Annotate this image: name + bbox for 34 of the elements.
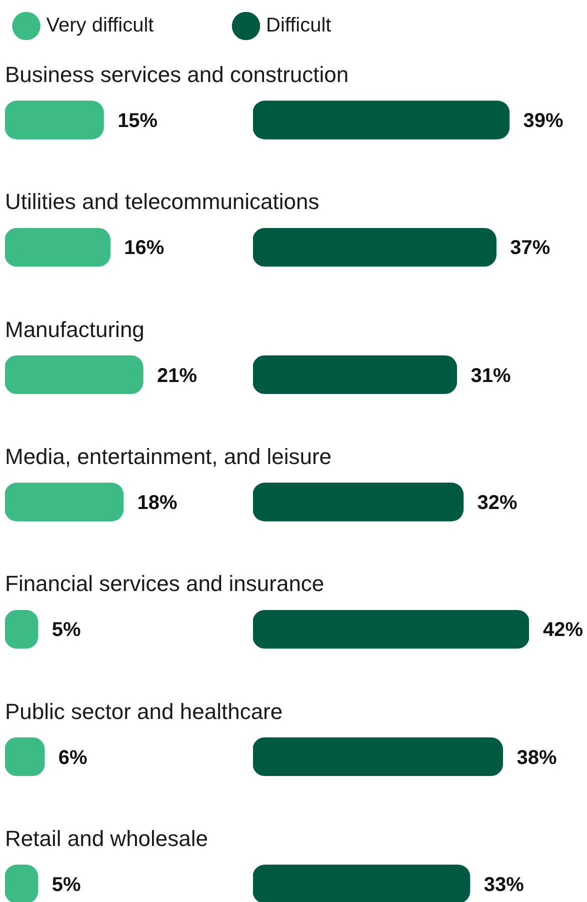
data-label: 39% <box>523 109 564 133</box>
legend-label: Difficult <box>266 14 332 37</box>
bar <box>5 355 144 394</box>
data-label: 15% <box>118 109 158 133</box>
bar <box>253 100 510 140</box>
data-label: 5% <box>52 873 81 897</box>
bar <box>253 355 458 394</box>
y-tick-label: Media, entertainment, and leisure <box>5 444 332 470</box>
y-tick-label: Business services and construction <box>5 62 349 88</box>
bar <box>5 100 104 140</box>
bar <box>5 228 110 267</box>
data-label: 6% <box>58 746 88 770</box>
data-label: 37% <box>510 236 550 260</box>
data-label: 18% <box>137 491 178 515</box>
bar <box>5 482 124 522</box>
data-label: 5% <box>52 618 81 642</box>
bar <box>253 610 529 649</box>
data-label: 42% <box>543 618 584 642</box>
y-tick-label: Public sector and healthcare <box>5 698 283 725</box>
data-label: 16% <box>124 236 164 260</box>
data-label: 21% <box>157 364 198 388</box>
bar <box>253 737 504 776</box>
data-label: 38% <box>516 746 557 770</box>
y-tick-label: Manufacturing <box>5 316 144 343</box>
bar <box>253 228 496 267</box>
y-tick-label: Financial services and insurance <box>5 571 324 598</box>
data-label: 32% <box>477 491 518 515</box>
data-label: 33% <box>484 873 524 897</box>
legend-label: Very difficult <box>46 14 154 37</box>
y-tick-label: Utilities and telecommunications <box>5 189 320 216</box>
y-tick-label: Retail and wholesale <box>5 826 208 852</box>
data-label: 31% <box>470 364 511 388</box>
bar <box>253 864 470 902</box>
bar <box>253 482 464 522</box>
